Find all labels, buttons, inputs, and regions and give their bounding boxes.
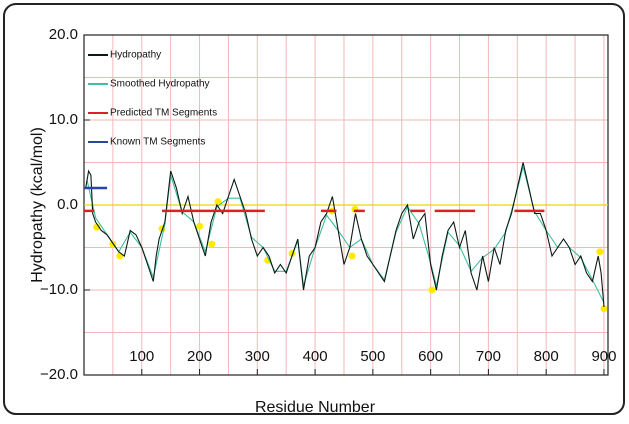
x-tick-label: 800: [534, 348, 559, 365]
marker: [428, 286, 436, 294]
marker: [600, 305, 608, 313]
marker: [116, 252, 124, 260]
marker: [208, 240, 216, 248]
y-tick-label: −10.0: [40, 281, 78, 298]
series-line: [85, 162, 605, 308]
x-tick-label: 400: [303, 348, 328, 365]
x-tick-label: 500: [360, 348, 385, 365]
x-tick-label: 900: [591, 348, 616, 365]
x-tick-label: 700: [476, 348, 501, 365]
x-tick-label: 100: [129, 348, 154, 365]
legend-label: Hydropathy: [110, 50, 161, 61]
x-axis-label: Residue Number: [255, 399, 376, 416]
legend-label: Predicted TM Segments: [110, 108, 217, 119]
y-tick-label: −20.0: [40, 366, 78, 383]
marker: [348, 252, 356, 260]
x-tick-label: 200: [187, 348, 212, 365]
frame: [3, 3, 625, 415]
y-tick-label: 0.0: [57, 196, 78, 213]
marker: [214, 198, 222, 206]
legend-label: Known TM Segments: [110, 137, 205, 148]
legend-label: Smoothed Hydropathy: [110, 79, 210, 90]
y-tick-label: 10.0: [49, 111, 78, 128]
x-tick-label: 300: [245, 348, 270, 365]
x-tick-label: 600: [418, 348, 443, 365]
marker: [196, 222, 204, 230]
y-axis-label: Hydropathy (kcal/mol): [29, 127, 46, 283]
y-tick-label: 20.0: [49, 26, 78, 43]
marker: [596, 248, 604, 256]
